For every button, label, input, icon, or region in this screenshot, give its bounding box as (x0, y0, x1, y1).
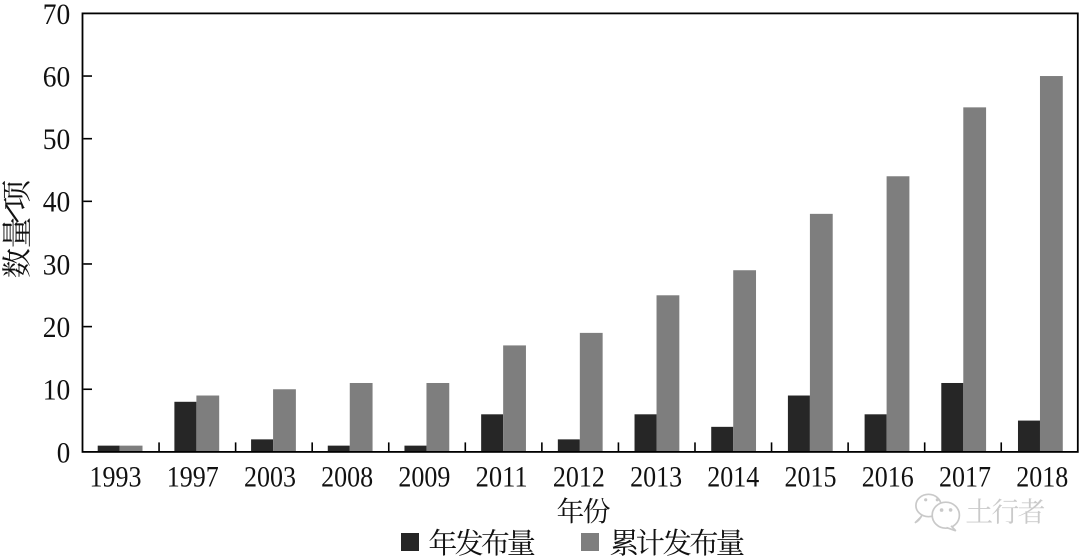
svg-text:40: 40 (43, 186, 71, 219)
svg-text:2016: 2016 (862, 461, 914, 494)
svg-text:30: 30 (43, 248, 71, 281)
svg-text:2011: 2011 (476, 461, 528, 494)
svg-text:2009: 2009 (398, 461, 450, 494)
svg-text:50: 50 (43, 123, 71, 156)
svg-text:60: 60 (43, 60, 71, 93)
svg-text:2014: 2014 (707, 461, 759, 494)
svg-text:1993: 1993 (90, 461, 142, 494)
svg-text:2018: 2018 (1016, 461, 1068, 494)
svg-text:2017: 2017 (939, 461, 991, 494)
svg-text:10: 10 (43, 374, 71, 407)
svg-text:70: 70 (43, 0, 71, 31)
svg-text:0: 0 (57, 436, 71, 469)
svg-text:2003: 2003 (244, 461, 296, 494)
svg-text:2008: 2008 (321, 461, 373, 494)
svg-text:2012: 2012 (553, 461, 605, 494)
svg-text:20: 20 (43, 311, 71, 344)
svg-text:2013: 2013 (630, 461, 682, 494)
svg-text:2015: 2015 (785, 461, 837, 494)
svg-text:1997: 1997 (167, 461, 219, 494)
